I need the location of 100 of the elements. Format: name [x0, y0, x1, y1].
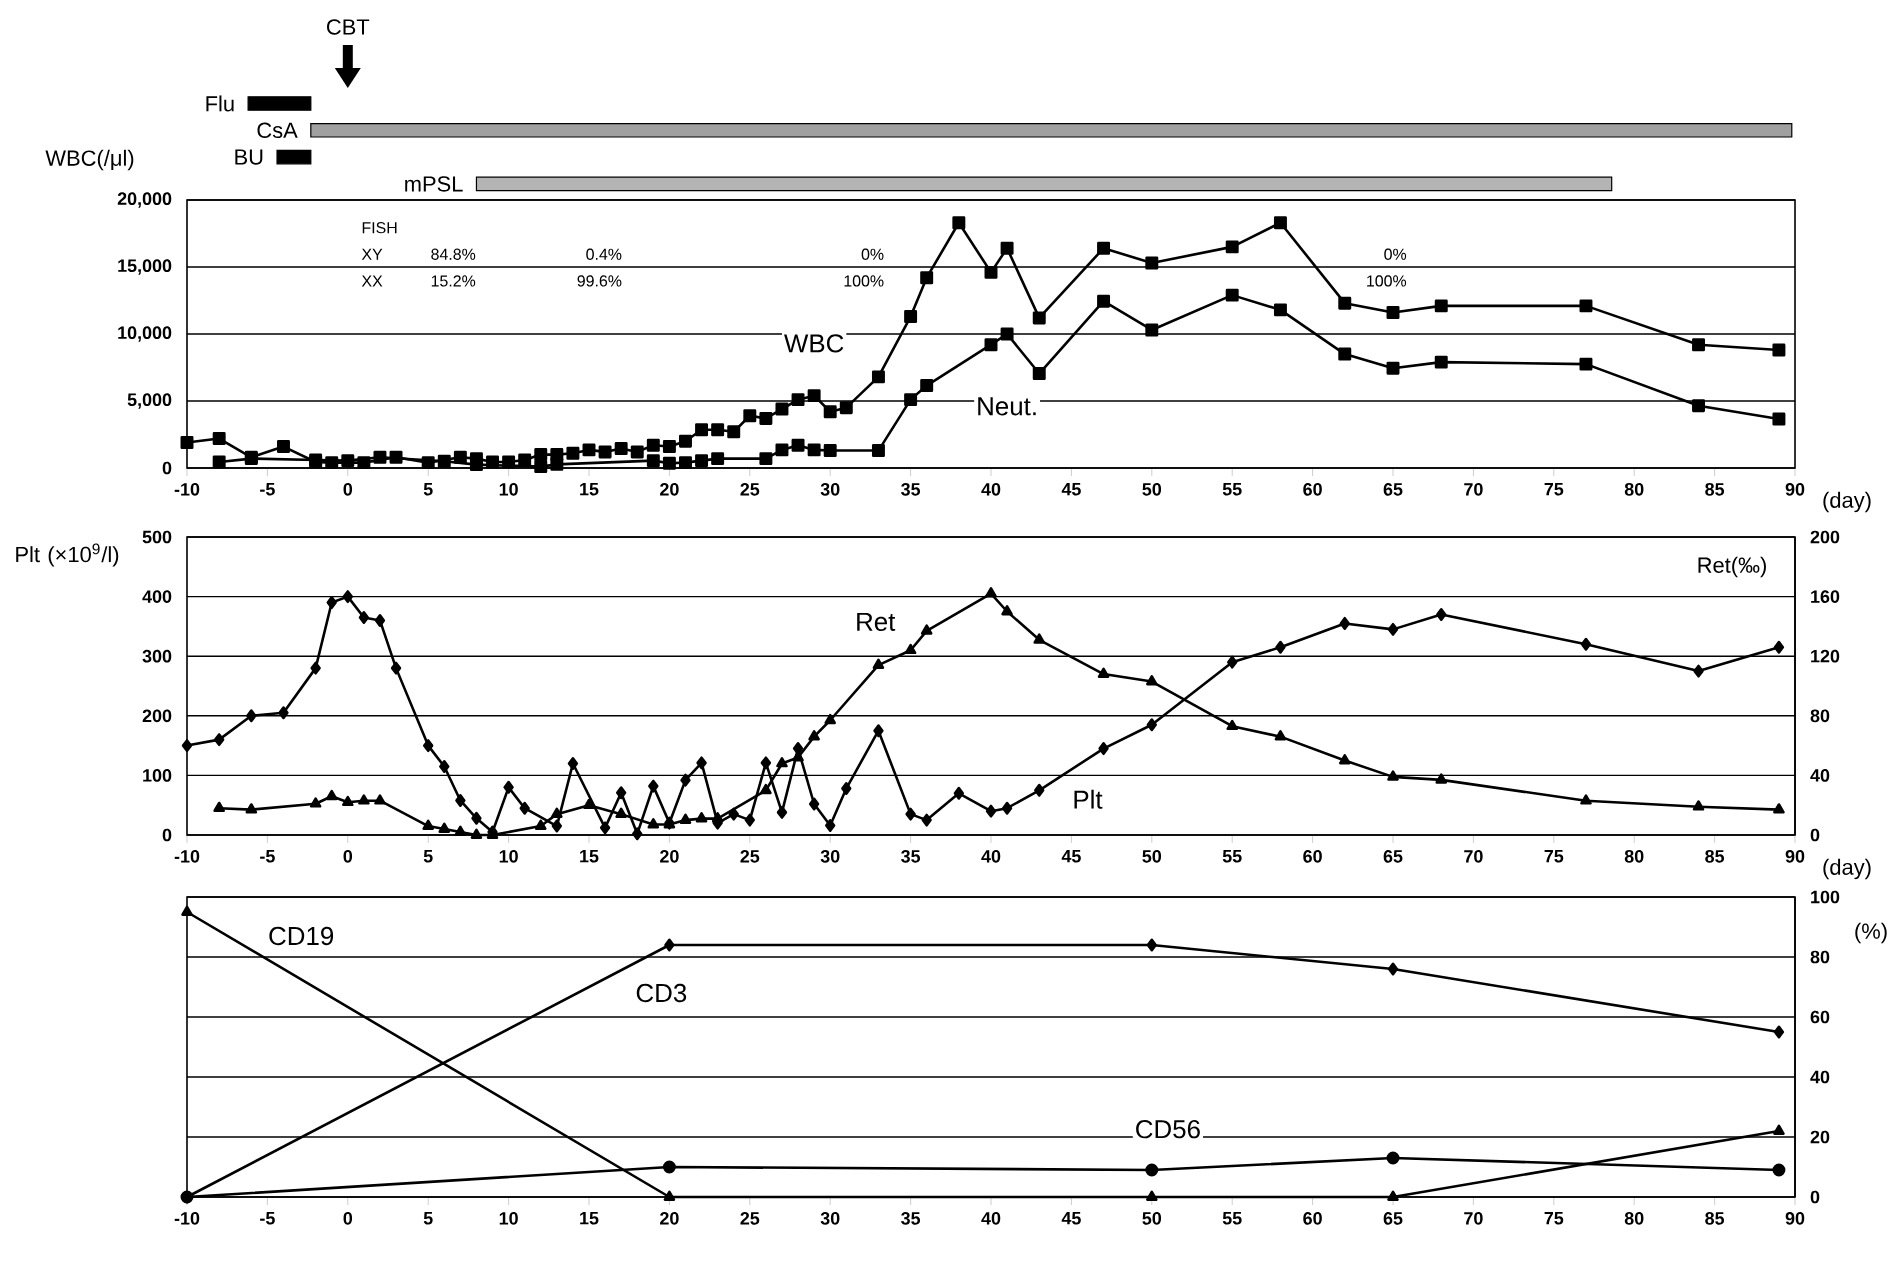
y2-tick-label: 80 — [1810, 950, 1830, 964]
y-tick-label: mPSL — [405, 176, 463, 192]
x-tick-label: 10 — [499, 850, 518, 863]
x-tick-label: 20 — [660, 482, 679, 496]
x-tick-label: 80 — [1624, 850, 1644, 863]
y2-tick-label: 100 — [1811, 890, 1840, 904]
x-tick-label: 55 — [1222, 482, 1242, 496]
annotation: 84.8% — [431, 248, 476, 260]
y2-tick-label: 0 — [1810, 828, 1820, 842]
x-tick-label: 60 — [1303, 482, 1322, 496]
x-tick-label: 85 — [1705, 850, 1725, 863]
y2-tick-label: 80 — [1810, 709, 1830, 723]
x-tick-label: 40 — [981, 482, 1001, 496]
x-tick-label: -5 — [260, 482, 275, 496]
series-label: Plt — [1074, 789, 1103, 809]
x-tick-label: 0 — [343, 850, 353, 863]
y-tick-label: 200 — [142, 709, 172, 723]
x-tick-label: 5 — [423, 850, 433, 863]
x-tick-label: 25 — [740, 850, 760, 863]
x-axis-title: (day) — [1823, 491, 1871, 513]
x-tick-label: 70 — [1464, 482, 1483, 496]
x-tick-label: 85 — [1705, 1212, 1725, 1225]
annotation: 100% — [844, 275, 884, 287]
x-tick-label: 25 — [740, 1212, 760, 1225]
x-axis-title: (day) — [1823, 858, 1871, 880]
x-tick-label: 45 — [1061, 850, 1081, 863]
x-tick-label: 70 — [1464, 850, 1483, 863]
x-tick-label: -10 — [174, 850, 200, 863]
x-tick-label: 70 — [1464, 1212, 1483, 1225]
y2-axis-title: Ret(‰) — [1698, 556, 1766, 578]
x-tick-label: 60 — [1303, 1212, 1322, 1225]
y-axis-title: WBC(/μl) — [45, 149, 134, 171]
x-tick-label: 30 — [820, 1212, 840, 1225]
y2-tick-label: 40 — [1810, 1070, 1830, 1084]
y-tick-label: 400 — [142, 590, 172, 603]
series-label: CD19 — [269, 926, 334, 946]
annotation: 0.4% — [586, 248, 622, 260]
y-tick-label: 0 — [162, 461, 172, 475]
series-label: CD3 — [636, 983, 687, 1003]
y2-tick-label: 60 — [1810, 1010, 1830, 1024]
x-tick-label: 35 — [901, 1212, 921, 1225]
annotation: FISH — [362, 222, 397, 234]
y-tick-label: CsA — [257, 122, 298, 139]
annotation: 99.6% — [577, 275, 622, 287]
y-tick-label: 0 — [162, 828, 172, 842]
y-tick-label: BU — [235, 149, 263, 165]
x-tick-label: 20 — [660, 1212, 679, 1225]
annotation: 0% — [1384, 248, 1407, 260]
annotation: 15.2% — [431, 275, 476, 287]
x-tick-label: 20 — [660, 850, 679, 863]
x-tick-label: 30 — [820, 850, 840, 863]
x-tick-label: 15 — [580, 850, 599, 863]
x-tick-label: 35 — [901, 850, 921, 863]
y2-tick-label: 20 — [1810, 1130, 1830, 1144]
x-tick-label: -5 — [260, 850, 275, 863]
y-tick-label: 15,000 — [118, 259, 172, 275]
x-tick-label: 35 — [901, 482, 921, 496]
annotation: 100% — [1367, 275, 1407, 287]
annotation: XY — [361, 248, 383, 260]
series-label: CD56 — [1136, 1120, 1200, 1139]
x-tick-label: 10 — [499, 482, 518, 496]
x-tick-label: 65 — [1383, 482, 1403, 496]
x-tick-label: 40 — [981, 1212, 1001, 1225]
x-tick-label: -5 — [260, 1212, 275, 1225]
y2-tick-label: 120 — [1811, 649, 1840, 663]
y-tick-label: 5,000 — [127, 393, 172, 409]
annotation: 0% — [861, 248, 884, 260]
y-tick-label: 100 — [143, 769, 172, 782]
x-tick-label: 75 — [1544, 1212, 1564, 1225]
y-tick-label: Flu — [206, 95, 234, 112]
series-label: Ret — [857, 612, 896, 631]
x-tick-label: 50 — [1142, 1212, 1162, 1225]
x-tick-label: 25 — [740, 482, 760, 496]
x-tick-label: 5 — [423, 1212, 433, 1225]
x-tick-label: 45 — [1061, 1212, 1081, 1225]
x-tick-label: 90 — [1785, 482, 1805, 496]
x-tick-label: 65 — [1383, 850, 1403, 863]
x-tick-label: 0 — [343, 1212, 353, 1225]
y2-tick-label: 200 — [1810, 530, 1840, 544]
x-tick-label: 90 — [1785, 1212, 1805, 1225]
text: CBT — [327, 19, 370, 35]
y-tick-label: 300 — [142, 649, 172, 663]
y2-tick-label: 40 — [1810, 769, 1830, 782]
y-tick-label: 500 — [142, 530, 172, 544]
x-tick-label: 55 — [1222, 850, 1242, 863]
series-label: Neut. — [978, 397, 1036, 416]
x-tick-label: 5 — [423, 482, 433, 496]
x-tick-label: -10 — [174, 482, 200, 496]
x-tick-label: 60 — [1303, 850, 1322, 863]
x-tick-label: 45 — [1061, 482, 1081, 496]
y2-tick-label: 160 — [1811, 590, 1840, 603]
x-tick-label: 50 — [1142, 850, 1162, 863]
y2-axis-title: (%) — [1855, 922, 1887, 944]
x-tick-label: 75 — [1544, 850, 1564, 863]
x-tick-label: -10 — [174, 1212, 200, 1225]
y-tick-label: 10,000 — [118, 326, 172, 342]
y2-tick-label: 0 — [1810, 1190, 1820, 1204]
x-tick-label: 80 — [1624, 1212, 1644, 1225]
y-axis-title: Plt (×10$^{9}$/l) — [16, 543, 119, 567]
x-tick-label: 15 — [580, 1212, 599, 1225]
